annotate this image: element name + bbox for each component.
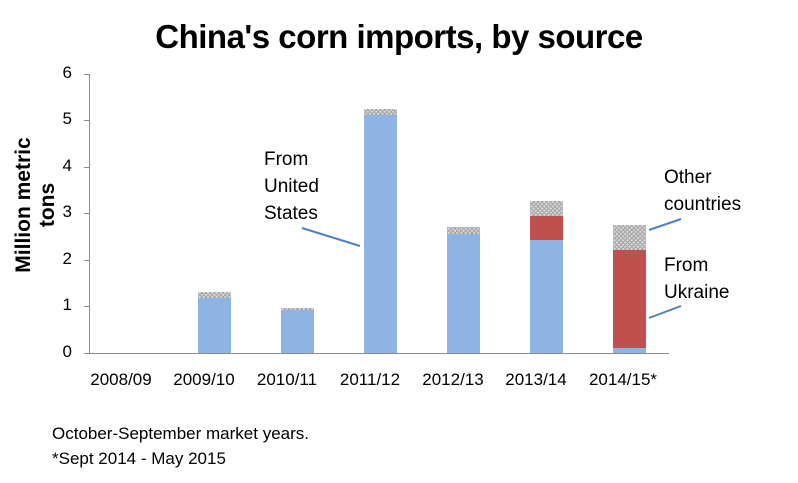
y-tick-mark <box>84 306 89 307</box>
y-tick-label: 5 <box>62 109 72 128</box>
annotation-line: countries <box>664 194 742 215</box>
annotation-ukraine: From Ukraine <box>664 252 729 306</box>
x-axis-line <box>89 353 669 354</box>
x-tick-label: 2013/14 <box>505 370 567 389</box>
bar-segment-other-countries <box>363 108 397 115</box>
bar-segment-united-states <box>280 310 314 353</box>
bar-segment-united-states <box>446 233 480 353</box>
y-tick-mark <box>84 74 89 75</box>
y-tick-mark <box>84 260 89 261</box>
annotation-united-states: From United States <box>264 146 319 227</box>
x-tick-label: 2010/11 <box>256 370 318 389</box>
annotation-line: Ukraine <box>664 282 730 303</box>
x-tick-label: 2011/12 <box>339 370 401 389</box>
x-tick-label: 2012/13 <box>422 370 484 389</box>
y-tick-mark <box>84 213 89 214</box>
x-tick-label: 2008/09 <box>90 370 152 389</box>
bar-segment-other-countries <box>280 307 314 311</box>
annotation-line: United <box>264 176 319 197</box>
annotation-line: From <box>664 255 709 276</box>
y-tick-mark <box>84 120 89 121</box>
y-axis-line <box>89 74 90 354</box>
bar-segment-united-states <box>197 298 231 353</box>
x-tick-label: 2014/15* <box>588 370 658 389</box>
bar-segment-ukraine <box>529 215 563 240</box>
bar-segment-other-countries <box>529 200 563 216</box>
bar-segment-other-countries <box>446 226 480 234</box>
annotation-other-countries: Other countries <box>664 164 741 218</box>
footnote-market-years: October-September market years. <box>52 424 309 443</box>
footnote-date-range: *Sept 2014 - May 2015 <box>52 449 226 468</box>
y-tick-label: 2 <box>62 249 72 268</box>
chart-title: China's corn imports, by source <box>155 18 643 55</box>
y-tick-label: 0 <box>62 342 72 361</box>
bar-segment-ukraine <box>612 249 646 349</box>
bar-segment-united-states <box>612 348 646 353</box>
bar-segment-united-states <box>363 114 397 353</box>
y-tick-label: 4 <box>62 156 72 175</box>
y-tick-mark <box>84 167 89 168</box>
annotation-line: Other <box>664 167 712 188</box>
y-tick-label: 6 <box>62 63 72 82</box>
bar-segment-other-countries <box>197 292 231 299</box>
y-tick-mark <box>84 353 89 354</box>
y-tick-label: 3 <box>62 202 72 221</box>
y-tick-label: 1 <box>62 295 72 314</box>
x-tick-label: 2009/10 <box>173 370 235 389</box>
bar-segment-other-countries <box>612 225 646 250</box>
bar-segment-united-states <box>529 240 563 353</box>
annotation-line: States <box>264 203 318 224</box>
annotation-line: From <box>264 149 309 170</box>
